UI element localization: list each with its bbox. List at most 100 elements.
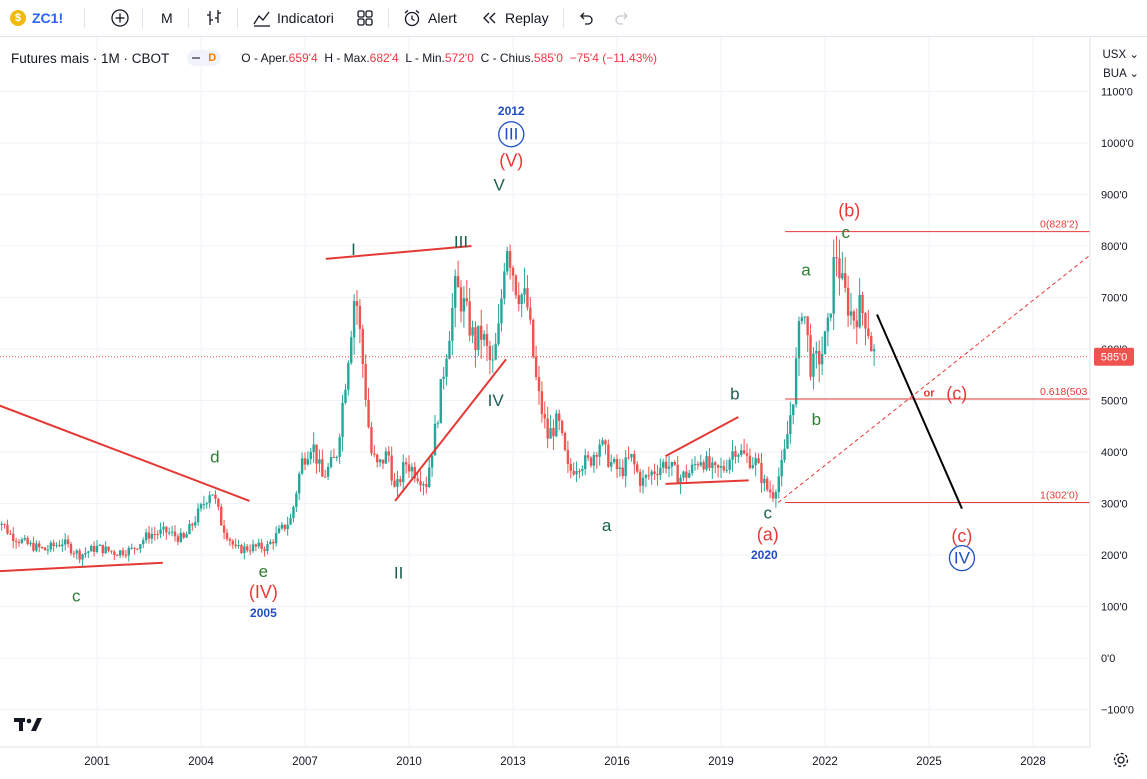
candle-body xyxy=(442,376,445,380)
candle-body xyxy=(101,544,104,554)
data-status-pill[interactable]: D xyxy=(187,50,222,66)
candle-body xyxy=(439,379,442,424)
candle-body xyxy=(751,465,754,468)
close-value: 585'0 xyxy=(533,51,563,65)
trendline[interactable] xyxy=(0,561,163,573)
wave-label: I xyxy=(351,240,356,259)
candle-body xyxy=(211,494,214,496)
undo-button[interactable] xyxy=(576,0,596,36)
candle-body xyxy=(650,471,653,476)
wave-label-circle xyxy=(948,544,976,572)
candle-body xyxy=(332,457,336,459)
candle-body xyxy=(607,444,610,467)
candle-body xyxy=(23,537,26,540)
price-axis[interactable] xyxy=(1090,37,1147,747)
candle-body xyxy=(425,484,428,487)
candle-body xyxy=(168,532,171,534)
candle-body xyxy=(43,547,47,551)
candle-body xyxy=(214,494,217,499)
candle-body xyxy=(558,413,561,421)
candle-body xyxy=(46,549,50,551)
coin-icon: $ xyxy=(10,10,26,26)
symbol-search-button[interactable]: $ ZC1! xyxy=(10,0,63,36)
templates-button[interactable] xyxy=(355,0,375,36)
candle-body xyxy=(462,298,466,312)
delayed-badge: D xyxy=(208,52,217,64)
replay-button[interactable]: Replay xyxy=(481,0,549,36)
candle-body xyxy=(352,301,356,338)
candle-body xyxy=(589,457,593,466)
candle-body xyxy=(407,464,411,472)
change-value: −75'4 (−11.43%) xyxy=(569,51,658,65)
candle-body xyxy=(344,389,347,403)
trendline[interactable] xyxy=(665,416,739,458)
candle-body xyxy=(529,307,532,320)
trendline[interactable] xyxy=(325,245,472,260)
candle-body xyxy=(280,524,284,529)
candle-body xyxy=(748,455,752,468)
wave-label: a xyxy=(602,516,612,535)
trendline[interactable] xyxy=(394,358,507,502)
interval-label: M xyxy=(161,10,173,26)
chart-area[interactable]: 0(828'2) 0.618(503 1(302'0) 2012 III (V) V I III… xyxy=(0,37,1147,779)
low-label: L - Min. xyxy=(405,51,445,65)
indicators-button[interactable]: Indicatori xyxy=(252,0,334,36)
candle-body xyxy=(766,478,769,490)
candle-body xyxy=(309,451,312,460)
trendline[interactable] xyxy=(777,231,1120,503)
candle-body xyxy=(32,542,35,551)
candle-body xyxy=(526,288,529,308)
candle-body xyxy=(118,550,122,556)
candle-body xyxy=(488,345,492,360)
candle-body xyxy=(592,455,596,466)
candle-body xyxy=(693,464,697,466)
candle-body xyxy=(494,343,497,360)
low-value: 572'0 xyxy=(444,51,474,65)
candle-body xyxy=(445,358,448,377)
candle-body xyxy=(757,458,760,464)
redo-button[interactable] xyxy=(612,0,632,36)
candle-body xyxy=(540,391,544,415)
trendline[interactable] xyxy=(665,479,749,485)
alert-button[interactable]: Alert xyxy=(402,0,457,36)
candle-body xyxy=(205,503,208,505)
candle-body xyxy=(292,506,295,519)
fib-level-label: 0(828'2) xyxy=(1040,219,1078,231)
candle-body xyxy=(503,271,506,299)
candle-body xyxy=(742,450,746,454)
instrument-title[interactable]: Futures mais · 1M · CBOT xyxy=(11,50,170,66)
candle-body xyxy=(575,470,578,475)
wave-label: V xyxy=(493,176,505,195)
tradingview-logo[interactable] xyxy=(14,716,44,739)
tv-logo-icon xyxy=(14,718,42,731)
compare-button[interactable] xyxy=(110,0,130,36)
wave-label: (c) xyxy=(946,383,967,403)
price-tick-label: 900'0 xyxy=(1101,190,1128,202)
candle-body xyxy=(312,444,315,452)
candle-body xyxy=(26,537,29,545)
candle-body xyxy=(20,539,24,543)
candle-body xyxy=(841,273,844,279)
trendline[interactable] xyxy=(876,314,963,510)
session-selector[interactable]: BUA ⌄ xyxy=(1103,66,1139,80)
candle-body xyxy=(243,546,246,554)
indicators-label: Indicatori xyxy=(277,10,334,26)
candle-body xyxy=(162,526,165,530)
candle-body xyxy=(794,358,798,405)
candle-body xyxy=(387,451,390,456)
candle-body xyxy=(266,544,269,552)
candle-body xyxy=(581,468,584,472)
currency-selector[interactable]: USX ⌄ xyxy=(1103,47,1140,61)
time-axis[interactable] xyxy=(0,747,1147,779)
last-price-label: 585'0 xyxy=(1101,352,1128,364)
interval-button[interactable]: M xyxy=(161,0,173,36)
chart-type-button[interactable] xyxy=(205,0,223,36)
candle-body xyxy=(84,552,87,555)
candle-body xyxy=(809,335,812,377)
trendline[interactable] xyxy=(0,403,250,502)
wave-label: or xyxy=(924,387,936,399)
plus-circle-icon xyxy=(111,9,129,27)
settings-button[interactable] xyxy=(1112,751,1130,774)
candle-body xyxy=(456,276,460,288)
